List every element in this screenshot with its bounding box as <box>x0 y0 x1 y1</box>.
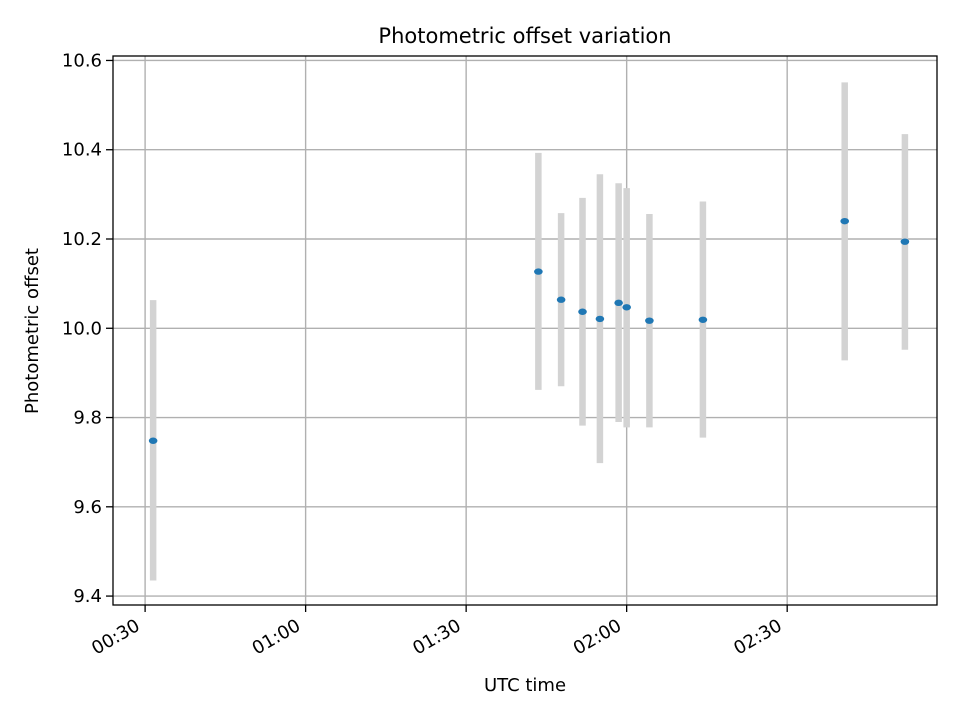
y-tick-label: 9.4 <box>73 586 102 607</box>
data-point <box>578 308 587 315</box>
data-point <box>614 299 623 307</box>
data-point <box>148 437 158 444</box>
y-tick-label: 10.4 <box>62 140 102 161</box>
grid-lines <box>113 56 937 605</box>
chart-title: Photometric offset variation <box>378 24 671 48</box>
data-points <box>148 217 910 444</box>
y-tick-label: 10.6 <box>62 50 102 71</box>
x-axis-label: UTC time <box>484 675 566 696</box>
plot-area-frame <box>112 55 938 606</box>
data-point <box>698 316 708 323</box>
y-tick-label: 9.6 <box>73 497 102 518</box>
y-axis-label: Photometric offset <box>22 248 43 414</box>
data-point <box>900 238 910 245</box>
data-point <box>595 315 605 323</box>
y-axis-ticks: 9.4 9.6 9.8 10.0 10.2 10.4 10.6 <box>62 50 113 607</box>
data-point <box>556 296 566 303</box>
y-tick-label: 10.0 <box>62 318 102 339</box>
data-point <box>840 217 850 225</box>
data-point <box>645 317 654 324</box>
data-point <box>534 268 543 275</box>
data-point <box>622 304 631 311</box>
y-tick-label: 10.2 <box>62 229 102 250</box>
y-tick-label: 9.8 <box>73 408 102 429</box>
